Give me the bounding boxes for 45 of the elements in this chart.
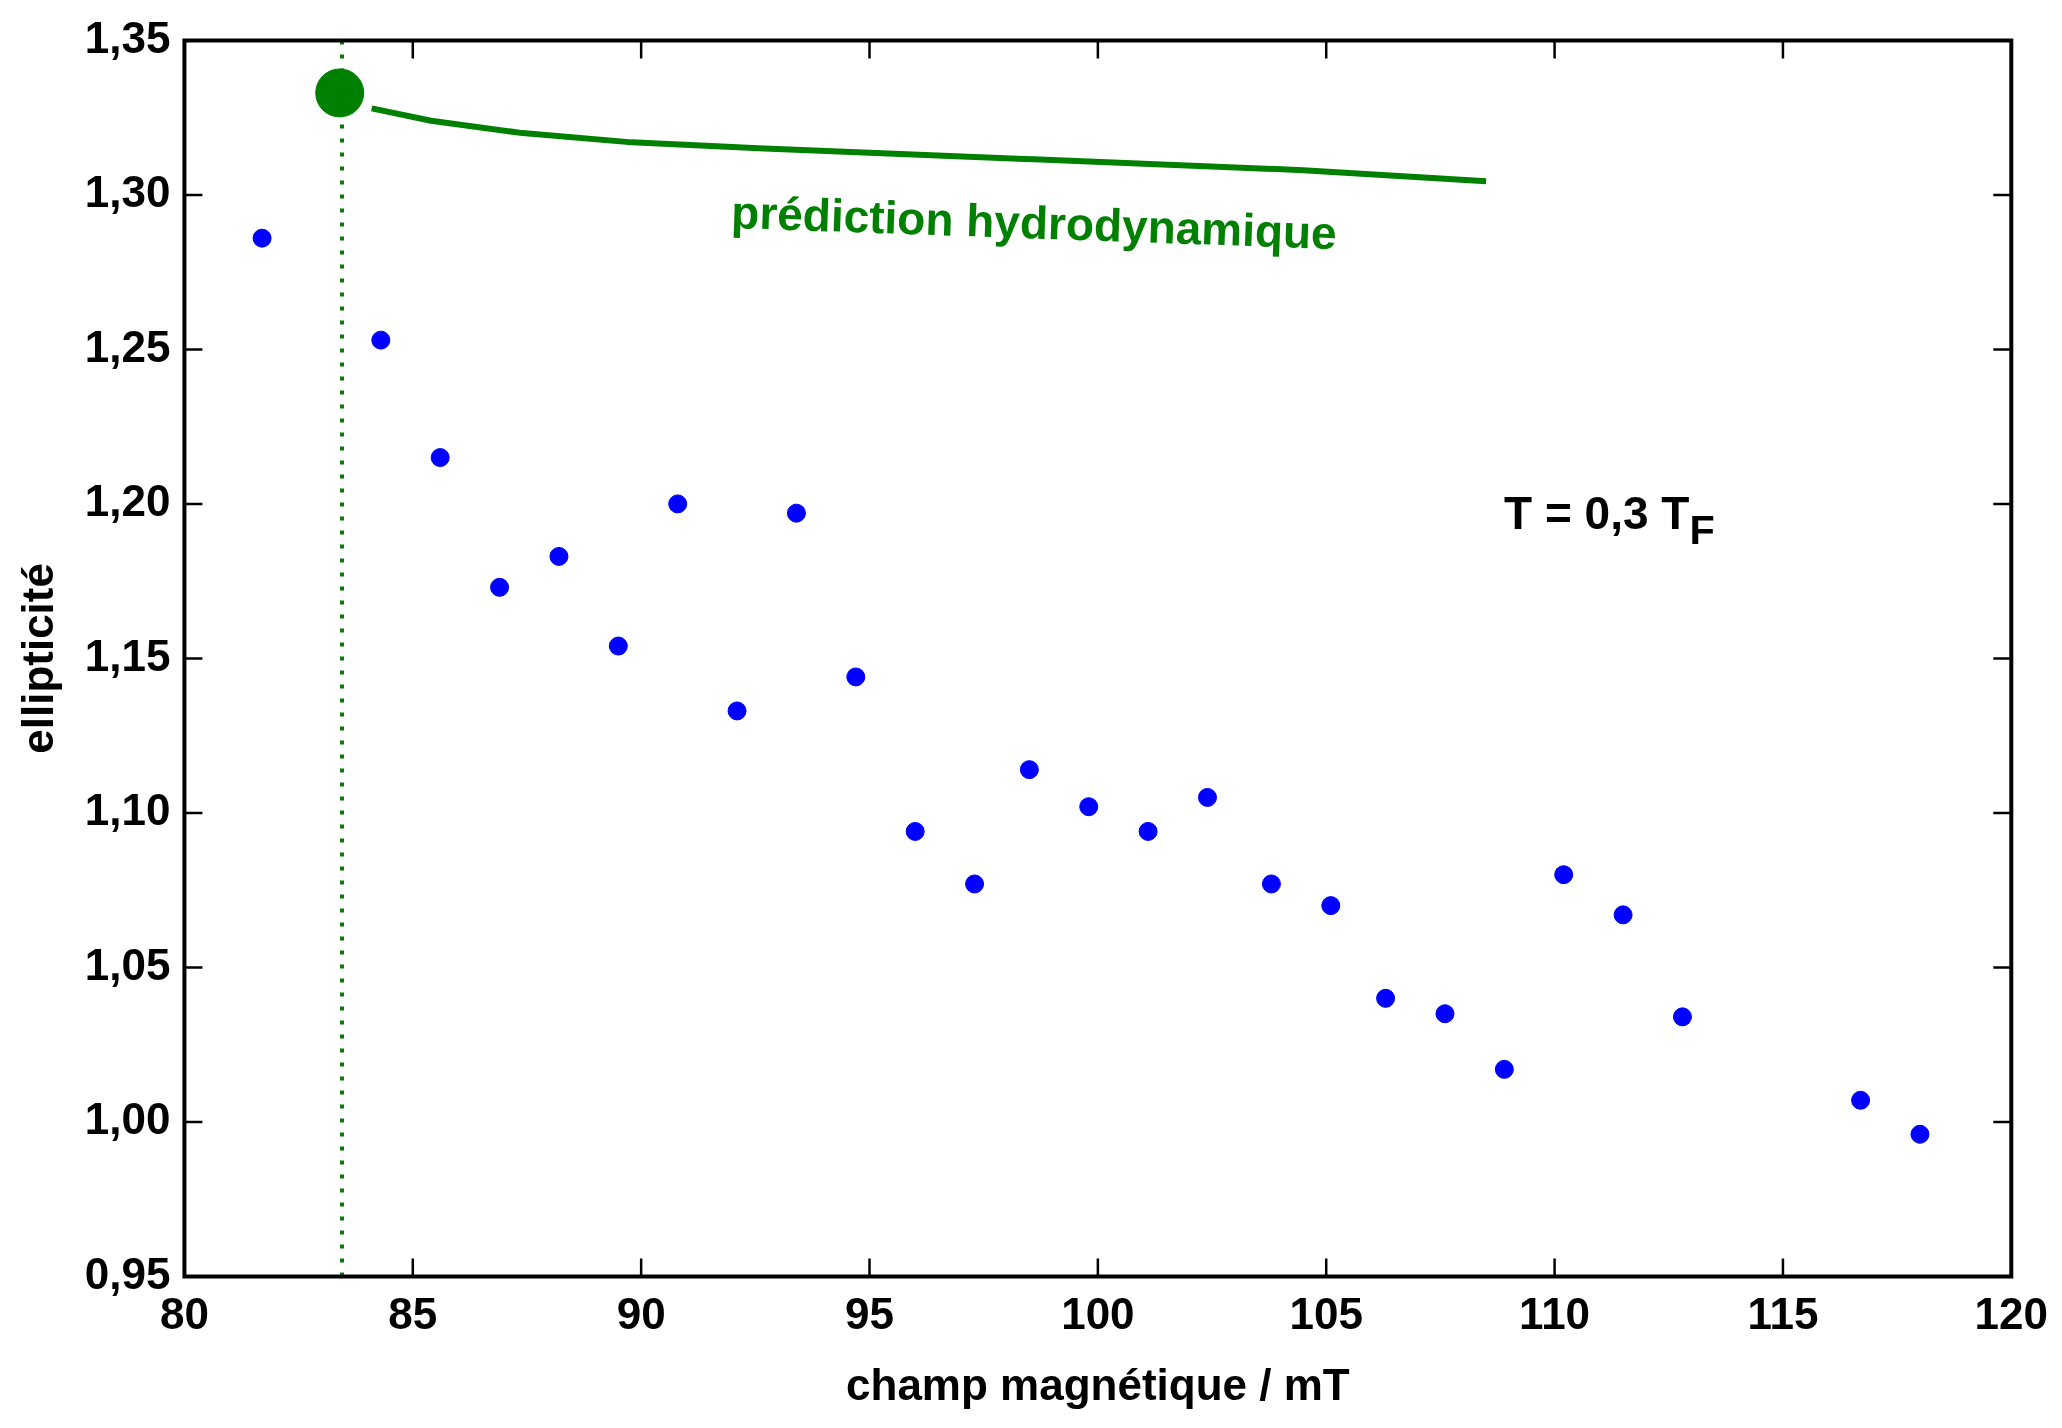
x-tick-label: 115 bbox=[1747, 1288, 1819, 1338]
point bbox=[1321, 896, 1341, 916]
point bbox=[1138, 821, 1158, 841]
point bbox=[727, 701, 747, 721]
point bbox=[1554, 865, 1574, 885]
x-axis-title: champ magnétique / mT bbox=[846, 1359, 1350, 1409]
y-tick-label: 1,35 bbox=[84, 12, 171, 62]
y-tick-label: 1,05 bbox=[84, 939, 171, 989]
point bbox=[1494, 1059, 1514, 1079]
point bbox=[371, 330, 391, 350]
point bbox=[608, 636, 628, 656]
point bbox=[1613, 905, 1633, 925]
x-tick-label: 95 bbox=[845, 1288, 894, 1338]
y-tick-label: 1,10 bbox=[84, 785, 171, 835]
x-tick-label: 120 bbox=[1974, 1288, 2048, 1338]
y-tick-label: 1,00 bbox=[84, 1094, 171, 1144]
y-axis-title: ellipticité bbox=[12, 563, 62, 754]
point bbox=[1019, 760, 1039, 780]
point bbox=[786, 503, 806, 523]
x-tick-label: 100 bbox=[1061, 1288, 1135, 1338]
x-tick-label: 105 bbox=[1289, 1288, 1363, 1338]
point bbox=[430, 448, 450, 468]
x-tick-label: 85 bbox=[388, 1288, 438, 1338]
x-tick-label: 110 bbox=[1519, 1288, 1591, 1338]
annotation: prédiction hydrodynamique bbox=[730, 185, 1338, 260]
point bbox=[490, 577, 510, 597]
y-tick-label: 1,30 bbox=[84, 167, 171, 217]
y-tick-label: 1,20 bbox=[84, 476, 171, 526]
point bbox=[1672, 1007, 1692, 1027]
point bbox=[846, 667, 866, 687]
y-tick-label: 1,15 bbox=[84, 630, 171, 680]
point bbox=[1851, 1090, 1871, 1110]
point bbox=[1376, 988, 1396, 1008]
x-tick-label: 90 bbox=[616, 1288, 666, 1338]
point bbox=[549, 546, 569, 566]
point bbox=[668, 494, 688, 514]
point bbox=[1197, 787, 1217, 807]
point bbox=[965, 874, 985, 894]
point bbox=[1261, 874, 1281, 894]
y-tick-label: 1,25 bbox=[84, 321, 171, 371]
point bbox=[905, 821, 925, 841]
point bbox=[1435, 1004, 1455, 1024]
point bbox=[1079, 797, 1099, 817]
point bbox=[252, 228, 272, 248]
point bbox=[1910, 1124, 1930, 1144]
